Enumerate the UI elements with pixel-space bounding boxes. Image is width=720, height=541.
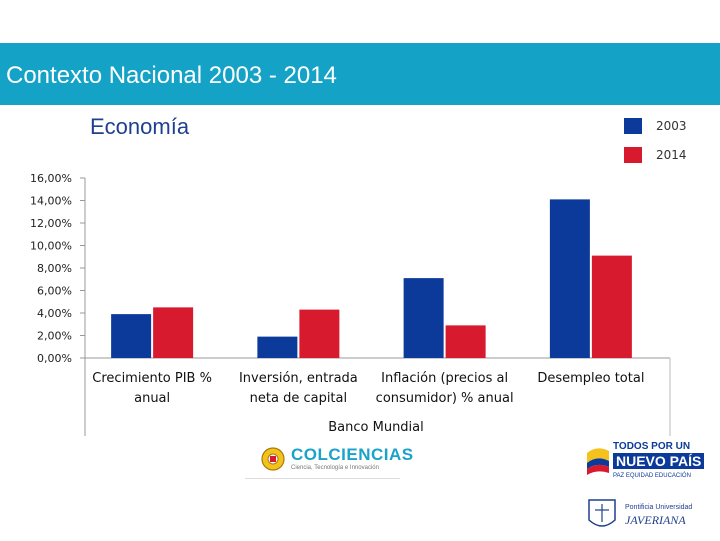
bar-2014-1 — [153, 307, 194, 358]
bar-2014-4 — [591, 255, 632, 358]
chart-subtitle: Economía — [90, 114, 190, 139]
gov-logo: TODOS POR UN NUEVO PAÍS PAZ EQUIDAD EDUC… — [575, 435, 720, 490]
gov-line2: NUEVO PAÍS — [613, 453, 705, 469]
bar-2003-3 — [403, 278, 444, 358]
colciencias-name: COLCIENCIAS — [291, 445, 414, 464]
bar-2003-4 — [549, 199, 590, 358]
y-tick-label: 10,00% — [30, 240, 72, 253]
y-tick-label: 2,00% — [37, 330, 72, 343]
category-label: anual — [134, 391, 170, 406]
y-tick-label: 16,00% — [30, 172, 72, 185]
legend-swatch-2003 — [624, 118, 642, 134]
legend-item-2003: 2003 — [624, 116, 714, 136]
category-label: Desempleo total — [537, 371, 644, 386]
y-tick-label: 0,00% — [37, 352, 72, 365]
javeriana-seal — [588, 499, 616, 527]
bar-2003-1 — [111, 314, 152, 358]
bar-2014-3 — [445, 325, 486, 358]
category-label: Crecimiento PIB % — [92, 371, 212, 386]
bar-2014-2 — [299, 309, 340, 358]
bars-group — [111, 199, 632, 358]
gov-line1: TODOS POR UN — [613, 441, 691, 452]
y-tick-label: 14,00% — [30, 195, 72, 208]
colciencias-emblem — [261, 447, 285, 471]
axis-group: 0,00% 2,00% 4,00% 6,00% 8,00% 10,00% 12,00% 14,… — [30, 172, 671, 436]
slide-title: Contexto Nacional 2003 - 2014 — [6, 62, 337, 89]
colciencias-logo: COLCIENCIAS Ciencia, Tecnología e Innova… — [245, 440, 413, 479]
bar-2003-2 — [257, 336, 298, 358]
legend-label-2014: 2014 — [656, 148, 687, 162]
javeriana-line2: JAVERIANA — [625, 513, 686, 527]
gov-line3: PAZ EQUIDAD EDUCACIÓN — [613, 473, 691, 479]
legend-item-2014: 2014 — [624, 145, 714, 165]
labels-group: Crecimiento PIB % anual Inversión, entrada… — [92, 371, 644, 406]
chart-source-label: Banco Mundial — [328, 420, 424, 435]
header-band — [0, 43, 720, 105]
category-label: Inflación (precios al — [381, 371, 508, 386]
category-label: neta de capital — [250, 391, 347, 406]
y-tick-label: 12,00% — [30, 217, 72, 230]
gov-flag-mark — [587, 448, 609, 475]
y-tick-label: 6,00% — [37, 285, 72, 298]
category-label: consumidor) % anual — [376, 391, 514, 406]
legend-swatch-2014 — [624, 147, 642, 163]
colciencias-tagline: Ciencia, Tecnología e Innovación — [291, 465, 379, 471]
javeriana-logo: Pontificia Universidad JAVERIANA — [585, 492, 705, 536]
javeriana-line1: Pontificia Universidad — [625, 504, 693, 511]
legend-label-2003: 2003 — [656, 119, 687, 133]
bar-chart: 0,00% 2,00% 4,00% 6,00% 8,00% 10,00% 12,00% 14,… — [30, 172, 671, 436]
y-tick-label: 8,00% — [37, 262, 72, 275]
category-label: Inversión, entrada — [239, 371, 358, 386]
y-tick-label: 4,00% — [37, 307, 72, 320]
